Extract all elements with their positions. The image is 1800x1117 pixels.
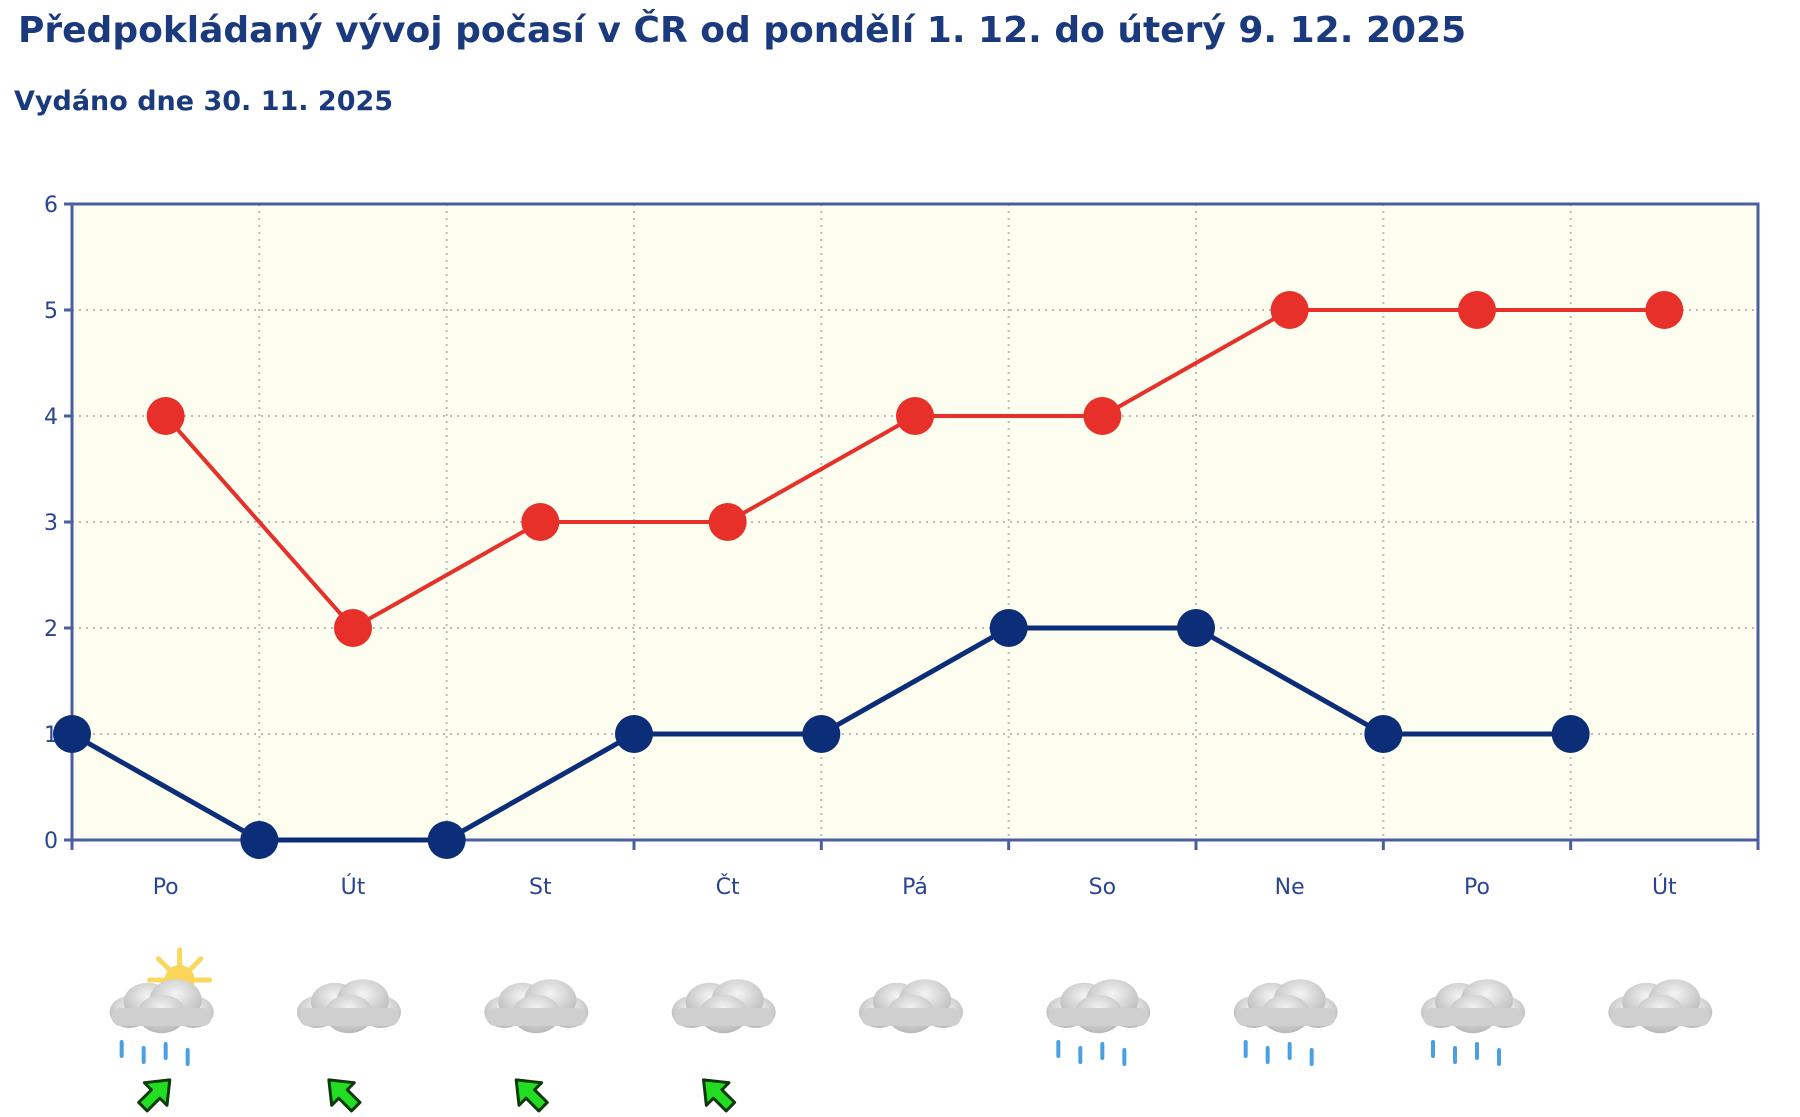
rain-drops-icon — [1056, 1040, 1127, 1066]
wind-arrow-northwest-icon — [702, 1078, 737, 1113]
data-point-min — [1364, 715, 1403, 753]
cloud-base — [486, 1008, 587, 1026]
cloud-icon — [297, 979, 401, 1034]
data-point-min — [427, 821, 466, 859]
cloud-base — [1610, 1008, 1711, 1026]
cloud-icon — [671, 979, 776, 1034]
cloud-base — [1048, 1008, 1149, 1026]
x-tick-label-day: Ne — [1275, 875, 1305, 900]
cloud-icon — [859, 979, 963, 1034]
x-tick-label-day: Po — [153, 875, 179, 900]
data-point-max — [896, 397, 934, 435]
data-point-max — [146, 397, 185, 435]
cloud-icon — [1608, 979, 1713, 1034]
data-point-min — [53, 715, 91, 753]
cloud-icon — [484, 979, 589, 1034]
wind-arrow-northeast-icon — [137, 1078, 172, 1113]
y-tick-label: 3 — [44, 511, 58, 536]
page-title: Předpokládaný vývoj počasí v ČR od pondě… — [18, 10, 1467, 51]
cloud-rain-icon — [1421, 979, 1525, 1066]
wind-arrow-northwest-icon — [514, 1078, 549, 1113]
cloud-base — [861, 1008, 961, 1026]
data-point-max — [1083, 397, 1122, 435]
data-point-max — [521, 503, 560, 541]
rain-drops-icon — [1431, 1040, 1501, 1066]
data-point-min — [802, 715, 841, 753]
x-tick-label-day: Čt — [716, 874, 740, 900]
rain-drops-icon — [119, 1040, 190, 1066]
cloud-rain-icon — [1046, 979, 1151, 1066]
issued-date: Vydáno dne 30. 11. 2025 — [14, 86, 394, 117]
data-point-max — [334, 609, 372, 647]
data-point-min — [1551, 715, 1590, 753]
y-tick-label: 5 — [44, 299, 58, 324]
wind-arrow-shape — [137, 1078, 172, 1113]
data-point-min — [989, 609, 1028, 647]
cloud-icon — [109, 979, 214, 1034]
y-tick-label: 4 — [44, 405, 58, 430]
sun-ray — [185, 956, 204, 975]
x-tick-label-day: Út — [1652, 874, 1677, 900]
data-point-max — [1645, 291, 1684, 329]
rain-drops-icon — [1243, 1040, 1314, 1066]
x-tick-label-day: Po — [1464, 875, 1490, 900]
cloud-icon — [1046, 979, 1151, 1034]
x-tick-label-day: So — [1089, 875, 1116, 900]
cloud-base — [673, 1008, 774, 1026]
data-point-min — [240, 821, 279, 859]
wind-arrow-shape — [327, 1078, 362, 1113]
x-tick-label-day: Pá — [902, 875, 928, 900]
cloud-rain-icon — [1233, 979, 1338, 1066]
x-tick-label-day: St — [529, 875, 552, 900]
cloud-base — [1235, 1008, 1336, 1026]
data-point-max — [1270, 291, 1309, 329]
cloud-base — [299, 1008, 399, 1026]
y-tick-label: 6 — [44, 193, 58, 218]
cloud-icon — [1233, 979, 1338, 1034]
cloud-icon — [859, 979, 963, 1034]
cloud-icon — [671, 979, 776, 1113]
x-tick-label-day: Út — [341, 874, 366, 900]
wind-arrow-shape — [702, 1078, 737, 1113]
y-tick-label: 0 — [44, 829, 58, 854]
cloud-base — [111, 1008, 212, 1026]
cloud-icon — [1421, 979, 1525, 1034]
sun-ray — [155, 956, 174, 975]
cloud-icon — [1608, 979, 1713, 1034]
data-point-max — [708, 503, 747, 541]
data-point-min — [1177, 609, 1215, 647]
data-point-max — [1458, 291, 1496, 329]
y-tick-label: 2 — [44, 617, 58, 642]
partly-sunny-rain-icon — [109, 947, 214, 1113]
cloud-icon — [484, 979, 589, 1113]
data-point-min — [615, 715, 653, 753]
wind-arrow-shape — [514, 1078, 549, 1113]
cloud-icon — [297, 979, 401, 1113]
cloud-base — [1423, 1008, 1523, 1026]
wind-arrow-northwest-icon — [327, 1078, 362, 1113]
